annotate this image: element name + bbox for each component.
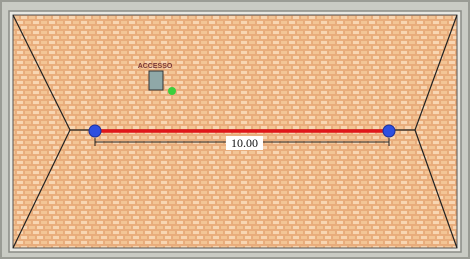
- roof-plan: 10.00 ACCESSO: [0, 0, 470, 259]
- access-label: ACCESSO: [138, 63, 173, 70]
- page: 10.00 ACCESSO (() => { const data = JSON…: [0, 0, 470, 259]
- handle[interactable]: [89, 125, 101, 137]
- dimension-label: 10.00: [231, 136, 258, 150]
- handle[interactable]: [383, 125, 395, 137]
- access-hatch[interactable]: [149, 71, 163, 90]
- access-handle[interactable]: [168, 87, 176, 95]
